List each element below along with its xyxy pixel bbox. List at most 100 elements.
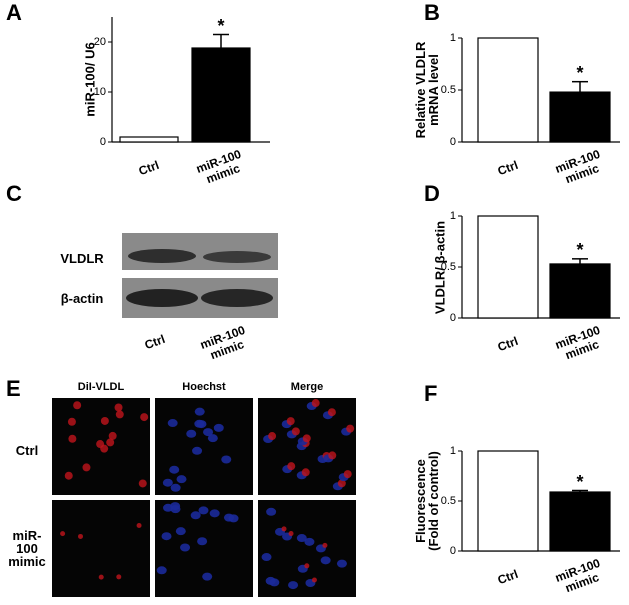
nucleus xyxy=(156,566,167,575)
y-tick-label: 0 xyxy=(449,544,456,557)
nucleus xyxy=(304,537,315,546)
nucleus xyxy=(161,532,172,541)
y-tick-label: 0 xyxy=(449,135,456,148)
bar xyxy=(477,215,539,319)
vldl-signal xyxy=(82,463,91,472)
nucleus xyxy=(207,434,218,443)
vldl-signal xyxy=(291,427,300,436)
vldl-signal xyxy=(328,451,337,460)
panel-letter: C xyxy=(6,181,22,206)
vldl-signal xyxy=(67,417,76,426)
y-tick-label: 1 xyxy=(449,444,456,457)
image-column-label: Hoechst xyxy=(182,380,226,393)
y-tick-label: 0.5 xyxy=(440,260,456,273)
vldl-signal xyxy=(138,479,147,488)
vldl-signal xyxy=(286,417,295,426)
nucleus xyxy=(162,478,173,487)
vldl-signal xyxy=(302,434,311,443)
bar xyxy=(549,491,611,552)
y-tick-label: 0.5 xyxy=(440,83,456,96)
image-column-label: DiI-VLDL xyxy=(77,380,125,393)
image-column-label: Merge xyxy=(290,380,324,393)
y-tick-label: 1 xyxy=(449,31,456,44)
vldl-signal xyxy=(114,403,123,412)
nucleus xyxy=(192,446,203,455)
y-tick-label: 0 xyxy=(449,311,456,324)
nucleus xyxy=(221,455,232,464)
western-blot xyxy=(122,233,278,318)
vldl-signal xyxy=(343,470,352,479)
vldl-signal xyxy=(96,440,105,449)
significance-marker: * xyxy=(576,472,584,492)
nucleus xyxy=(320,556,331,565)
nucleus xyxy=(175,527,186,536)
vldl-signal xyxy=(136,522,142,528)
nucleus xyxy=(170,483,181,492)
nucleus xyxy=(197,537,208,546)
significance-marker: * xyxy=(217,16,225,36)
y-axis-label: miR-100/ U6 xyxy=(82,42,98,117)
blot-band xyxy=(126,289,198,307)
vldl-signal xyxy=(311,577,317,583)
bar xyxy=(549,263,611,319)
nucleus xyxy=(288,581,299,590)
y-tick-label: 1 xyxy=(449,209,456,222)
bar xyxy=(477,37,539,143)
nucleus xyxy=(169,465,180,474)
blot-row-label: β-actin xyxy=(60,290,104,306)
panel-letter: B xyxy=(424,0,440,25)
vldl-signal xyxy=(287,462,296,471)
nucleus xyxy=(266,507,277,516)
vldl-signal xyxy=(60,531,66,537)
vldl-signal xyxy=(78,533,84,539)
y-tick-label: 20 xyxy=(93,35,106,48)
vldl-signal xyxy=(116,574,122,580)
vldl-signal xyxy=(108,431,117,440)
vldl-signal xyxy=(100,416,109,425)
nucleus xyxy=(202,572,213,581)
vldl-signal xyxy=(268,432,277,441)
panel-letter: F xyxy=(424,381,438,406)
blot-band xyxy=(203,251,271,263)
vldl-signal xyxy=(64,471,73,480)
vldl-signal xyxy=(140,413,149,422)
blot-band xyxy=(128,249,196,263)
image-row-label: Ctrl xyxy=(15,442,39,458)
vldl-signal xyxy=(346,424,355,433)
blot-divider xyxy=(122,270,278,278)
vldl-signal xyxy=(288,531,294,537)
vldl-signal xyxy=(68,434,77,443)
panel-letter: A xyxy=(6,0,22,25)
bar xyxy=(549,91,611,143)
vldl-signal xyxy=(304,563,310,569)
bar xyxy=(477,450,539,552)
micrograph xyxy=(155,398,253,495)
vldl-signal xyxy=(115,410,124,419)
significance-marker: * xyxy=(576,240,584,261)
microscopy-grid xyxy=(52,398,356,597)
vldl-signal xyxy=(327,408,336,417)
nucleus xyxy=(194,407,205,416)
nucleus xyxy=(170,502,181,511)
nucleus xyxy=(167,419,178,428)
y-tick-label: 10 xyxy=(93,85,106,98)
image-row-label: miR-100 mimic xyxy=(8,527,46,569)
blot-band xyxy=(201,289,273,307)
vldl-signal xyxy=(98,574,104,580)
y-tick-label: 0.5 xyxy=(440,494,456,507)
bar xyxy=(119,136,179,143)
vldl-signal xyxy=(322,542,328,548)
panel-letter: E xyxy=(6,376,21,401)
nucleus xyxy=(336,559,347,568)
micrograph xyxy=(155,500,253,597)
vldl-signal xyxy=(106,438,115,447)
nucleus xyxy=(223,513,234,522)
nucleus xyxy=(209,509,220,518)
nucleus xyxy=(213,423,224,432)
vldl-signal xyxy=(337,479,346,488)
nucleus xyxy=(198,506,209,515)
nucleus xyxy=(186,429,197,438)
blot-row-label: VLDLR xyxy=(60,250,104,266)
